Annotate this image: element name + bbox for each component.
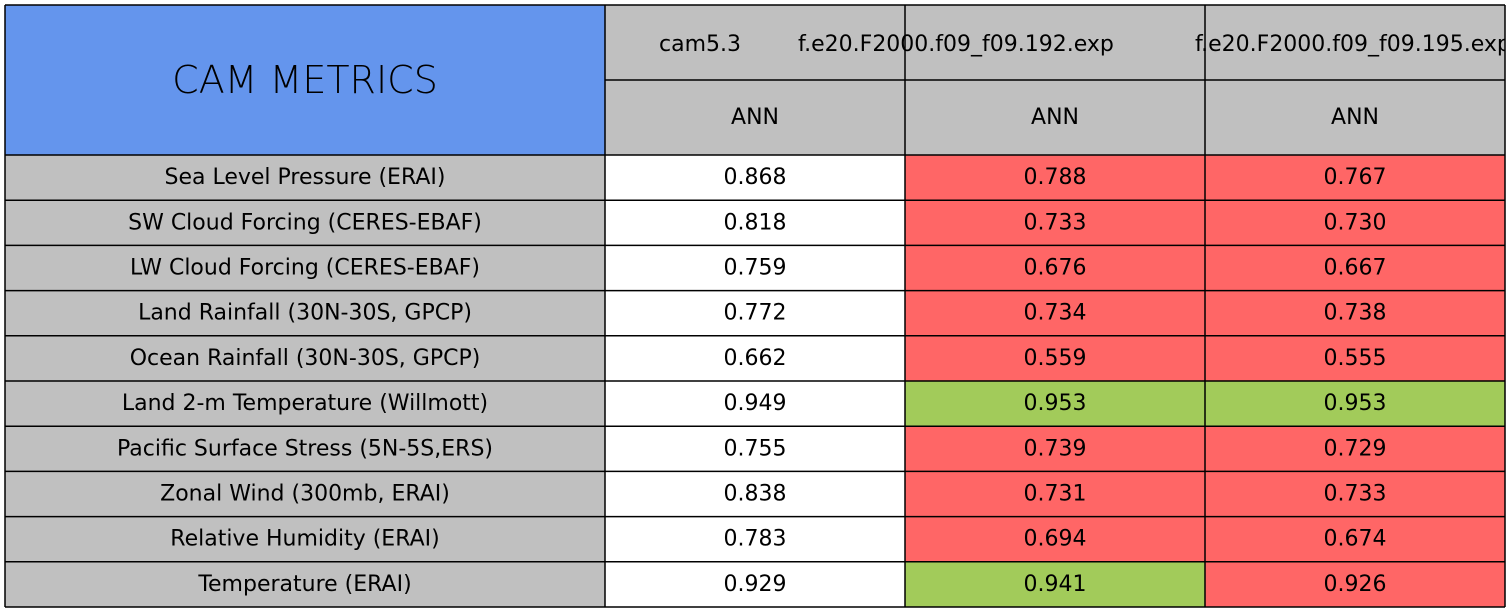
value: 0.739 xyxy=(1024,436,1087,461)
value: 0.555 xyxy=(1324,346,1387,371)
value-cell xyxy=(905,335,1205,381)
value-cell xyxy=(1205,471,1505,517)
value: 0.734 xyxy=(1024,301,1087,326)
title-cell xyxy=(5,5,605,155)
value: 0.926 xyxy=(1324,572,1387,597)
value-cell xyxy=(905,200,1205,246)
value-cell xyxy=(605,290,905,336)
value: 0.559 xyxy=(1024,346,1087,371)
row-label-cell xyxy=(5,381,605,427)
value-cell xyxy=(905,290,1205,336)
row-label-cell xyxy=(5,561,605,607)
title: CAM METRICS xyxy=(172,58,438,102)
column-period: ANN xyxy=(1031,105,1079,130)
value: 0.953 xyxy=(1324,391,1387,416)
row-label: Pacific Surface Stress (5N-5S,ERS) xyxy=(117,436,493,461)
value-cell xyxy=(605,245,905,291)
grid xyxy=(4,4,1506,608)
row-label: LW Cloud Forcing (CERES-EBAF) xyxy=(130,256,480,281)
row-label-cell xyxy=(5,155,605,201)
value-cell xyxy=(905,426,1205,472)
column-period: ANN xyxy=(731,105,779,130)
column-name: f.e20.F2000.f09_f09.192.exp xyxy=(798,32,1114,57)
value-cell xyxy=(905,561,1205,607)
value: 0.738 xyxy=(1324,301,1387,326)
row-label: Land 2-m Temperature (Willmott) xyxy=(122,391,488,416)
row-label-cell xyxy=(5,426,605,472)
row-label: Ocean Rainfall (30N-30S, GPCP) xyxy=(130,346,481,371)
value: 0.731 xyxy=(1024,482,1087,507)
value: 0.783 xyxy=(724,527,787,552)
value: 0.788 xyxy=(1024,165,1087,190)
row-label: Sea Level Pressure (ERAI) xyxy=(165,165,446,190)
value-cell xyxy=(1205,561,1505,607)
value-cell xyxy=(605,155,905,201)
column-name: cam5.3 xyxy=(659,32,741,57)
value-cell xyxy=(1205,335,1505,381)
row-label: Zonal Wind (300mb, ERAI) xyxy=(160,482,450,507)
row-label-cell xyxy=(5,290,605,336)
row-label-cell xyxy=(5,245,605,291)
texts: CAM METRICS cam5.3 ANN f.e20.F2000.f09_f09.… xyxy=(117,32,1510,597)
value-cell xyxy=(605,471,905,517)
value: 0.838 xyxy=(724,482,787,507)
value-cell xyxy=(1205,426,1505,472)
value: 0.674 xyxy=(1324,527,1387,552)
value: 0.767 xyxy=(1324,165,1387,190)
value-cell xyxy=(605,561,905,607)
cells xyxy=(5,5,1505,607)
value-cell xyxy=(605,381,905,427)
value-cell xyxy=(1205,200,1505,246)
value: 0.662 xyxy=(724,346,787,371)
value: 0.694 xyxy=(1024,527,1087,552)
value: 0.667 xyxy=(1324,256,1387,281)
value: 0.868 xyxy=(724,165,787,190)
value: 0.733 xyxy=(1324,482,1387,507)
value: 0.755 xyxy=(724,436,787,461)
value: 0.733 xyxy=(1024,210,1087,235)
value: 0.730 xyxy=(1324,210,1387,235)
column-period: ANN xyxy=(1331,105,1379,130)
value: 0.949 xyxy=(724,391,787,416)
value-cell xyxy=(1205,516,1505,562)
value-cell xyxy=(1205,290,1505,336)
value-cell xyxy=(1205,381,1505,427)
value: 0.929 xyxy=(724,572,787,597)
value-cell xyxy=(605,335,905,381)
value: 0.759 xyxy=(724,256,787,281)
value-cell xyxy=(605,200,905,246)
value: 0.818 xyxy=(724,210,787,235)
value-cell xyxy=(905,516,1205,562)
value-cell xyxy=(605,516,905,562)
value-cell xyxy=(605,426,905,472)
value: 0.729 xyxy=(1324,436,1387,461)
value: 0.676 xyxy=(1024,256,1087,281)
column-name: f.e20.F2000.f09_f09.195.exp xyxy=(1195,32,1510,57)
row-label: Relative Humidity (ERAI) xyxy=(170,527,439,552)
value-cell xyxy=(905,381,1205,427)
value: 0.772 xyxy=(724,301,787,326)
row-label-cell xyxy=(5,516,605,562)
value: 0.953 xyxy=(1024,391,1087,416)
value-cell xyxy=(1205,155,1505,201)
value: 0.941 xyxy=(1024,572,1087,597)
value-cell xyxy=(905,471,1205,517)
value-cell xyxy=(905,245,1205,291)
row-label: Land Rainfall (30N-30S, GPCP) xyxy=(138,301,472,326)
value-cell xyxy=(1205,245,1505,291)
value-cell xyxy=(905,155,1205,201)
row-label: SW Cloud Forcing (CERES-EBAF) xyxy=(128,210,482,235)
row-label-cell xyxy=(5,200,605,246)
row-label-cell xyxy=(5,471,605,517)
row-label-cell xyxy=(5,335,605,381)
row-label: Temperature (ERAI) xyxy=(197,572,411,597)
